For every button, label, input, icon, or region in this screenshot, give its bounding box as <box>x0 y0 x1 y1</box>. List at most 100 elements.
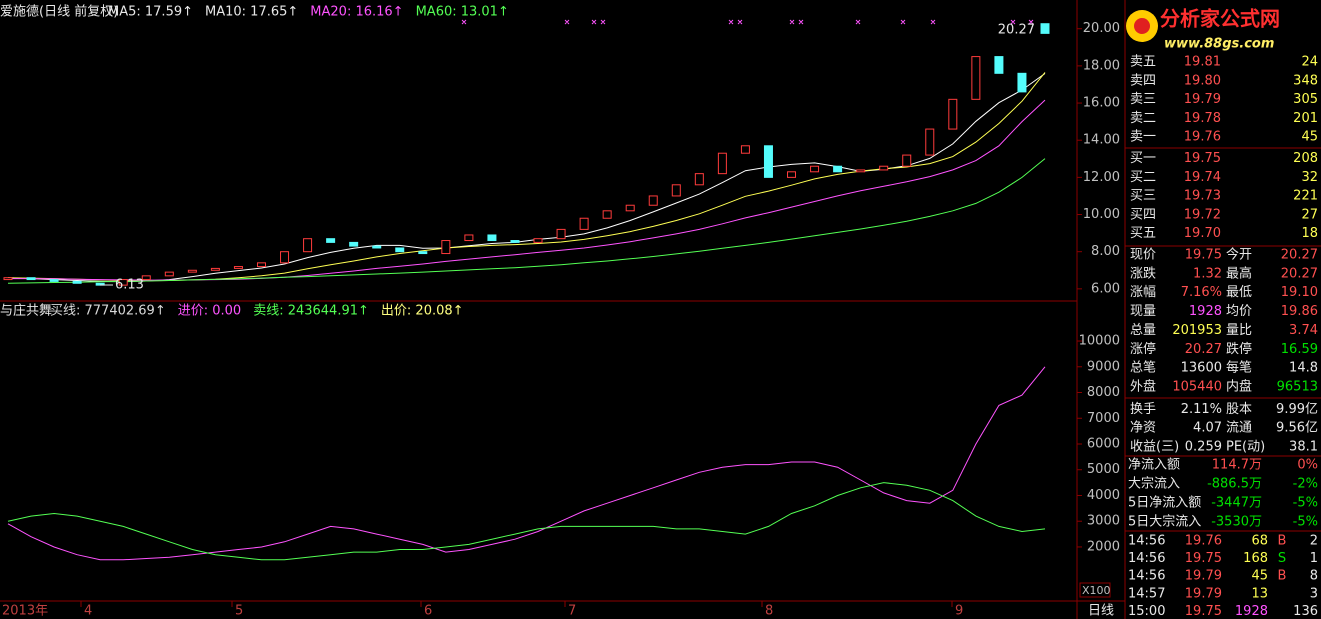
quote-label: 涨幅 <box>1130 285 1156 300</box>
ma-label: MA20: 16.16↑ <box>310 5 403 20</box>
quote-label: 量比 <box>1226 323 1252 338</box>
candle <box>856 169 866 173</box>
flow-amount: 114.7万 <box>1212 458 1262 473</box>
quote-value: 9.99亿 <box>1276 402 1318 417</box>
y-tick-label: 10.00 <box>1083 207 1120 222</box>
quote-label: 今开 <box>1226 247 1252 263</box>
trade-time: 15:00 <box>1128 604 1165 619</box>
book-volume: 45 <box>1301 130 1318 145</box>
book-price: 19.80 <box>1184 73 1221 88</box>
ma-label: MA5: 17.59↑ <box>108 5 193 20</box>
trade-volume: 45 <box>1251 569 1268 584</box>
y-tick-label: 14.00 <box>1083 133 1120 148</box>
quote-label: 总笔 <box>1130 360 1156 376</box>
candle <box>810 165 820 173</box>
y-tick-label: 2000 <box>1087 539 1120 554</box>
book-label: 买一 <box>1130 151 1156 166</box>
book-price: 19.75 <box>1184 151 1221 166</box>
candle <box>1017 72 1027 93</box>
quote-label: 内盘 <box>1226 379 1252 395</box>
indicator-legend: 进价: 0.00 <box>178 304 241 319</box>
flow-pct: -2% <box>1293 477 1318 492</box>
y-tick-label: 6.00 <box>1091 281 1120 296</box>
logo-name: 分析家公式网 <box>1160 7 1280 31</box>
x-label: 7 <box>568 604 576 619</box>
quote-label: 收益(三) <box>1130 440 1179 455</box>
book-price: 19.78 <box>1184 111 1221 126</box>
book-volume: 201 <box>1293 111 1318 126</box>
candle <box>72 280 82 284</box>
quote-value: 2.11% <box>1181 402 1222 417</box>
candle <box>280 251 290 264</box>
book-volume: 208 <box>1293 151 1318 166</box>
quote-value: 38.1 <box>1289 440 1318 455</box>
book-label: 买四 <box>1130 207 1156 222</box>
logo: 分析家公式网 www.88gs.com <box>1126 7 1280 52</box>
trade-count: 1 <box>1310 551 1318 566</box>
y-tick-label: 18.00 <box>1083 58 1120 73</box>
high-label: 20.27 <box>998 23 1035 38</box>
quote-value: 19.10 <box>1281 285 1318 300</box>
candle <box>118 279 128 286</box>
y-tick-label: 3000 <box>1087 514 1120 529</box>
x-label: 8 <box>765 604 773 619</box>
trade-time: 14:57 <box>1128 586 1165 601</box>
y-tick-label: 5000 <box>1087 462 1120 477</box>
trade-volume: 68 <box>1251 534 1268 549</box>
book-label: 卖三 <box>1130 92 1156 107</box>
quote-label: 均价 <box>1226 304 1252 319</box>
candle <box>833 165 843 173</box>
candle <box>510 240 520 243</box>
book-volume: 24 <box>1301 55 1318 70</box>
book-price: 19.81 <box>1184 55 1221 70</box>
y-tick-label: 9000 <box>1087 359 1120 374</box>
candle <box>925 128 935 156</box>
candle <box>441 240 451 255</box>
flow-amount: -3530万 <box>1211 515 1262 530</box>
candle <box>1040 23 1050 34</box>
book-volume: 305 <box>1293 92 1318 107</box>
candle <box>210 267 220 271</box>
flow-label: 大宗流入 <box>1128 476 1180 492</box>
quote-label: 现价 <box>1130 248 1156 263</box>
quote-value: 201953 <box>1172 323 1222 338</box>
book-label: 卖五 <box>1130 55 1156 70</box>
scale-box <box>1079 582 1111 598</box>
book-price: 19.70 <box>1184 226 1221 241</box>
book-volume: 32 <box>1301 170 1318 185</box>
indicator-legend: 出价: 20.08↑ <box>381 304 464 319</box>
logo-url: www.88gs.com <box>1164 37 1274 52</box>
quote-label: 最高 <box>1226 265 1252 281</box>
candle <box>556 228 566 240</box>
book-label: 卖二 <box>1130 111 1156 126</box>
period-label[interactable]: 日线 <box>1088 604 1114 619</box>
candle <box>763 145 773 178</box>
candle <box>579 217 589 230</box>
flow-amount: -3447万 <box>1211 496 1262 511</box>
candle <box>141 275 151 281</box>
ma-label: MA10: 17.65↑ <box>205 5 298 20</box>
candle <box>164 271 174 277</box>
quote-value: 19.75 <box>1185 248 1222 263</box>
candle <box>971 56 981 100</box>
book-label: 卖一 <box>1130 130 1156 145</box>
candle <box>303 238 313 253</box>
quote-label: 换手 <box>1130 402 1156 417</box>
quote-value: 13600 <box>1181 361 1222 376</box>
trade-count: 8 <box>1310 569 1318 584</box>
candle <box>395 247 405 253</box>
flow-pct: 0% <box>1297 458 1318 473</box>
flow-label: 5日大宗流入 <box>1128 514 1201 530</box>
indicator-legend: 买线: 777402.69↑ <box>50 304 166 319</box>
quote-label: 总量 <box>1130 323 1156 338</box>
trade-count: 2 <box>1310 534 1318 549</box>
book-label: 买五 <box>1130 226 1156 241</box>
candle <box>533 238 543 243</box>
logo-icon <box>1134 18 1150 34</box>
trade-time: 14:56 <box>1128 569 1165 584</box>
quote-value: 9.56亿 <box>1276 421 1318 436</box>
book-label: 买二 <box>1130 170 1156 185</box>
quote-value: 105440 <box>1172 380 1222 395</box>
